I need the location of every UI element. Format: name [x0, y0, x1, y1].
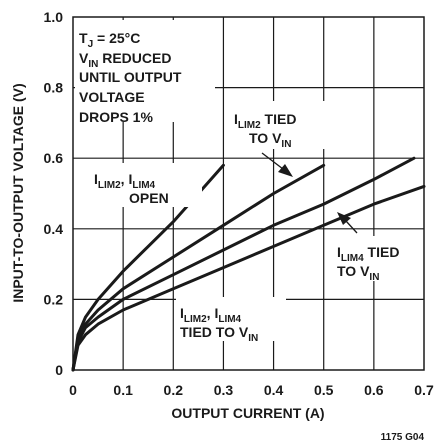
series-line-2 — [71, 163, 326, 372]
x-tick-label: 0.4 — [264, 382, 284, 398]
y-tick-label: 0.6 — [44, 150, 64, 166]
series-line-3 — [71, 156, 416, 372]
both-label-line-2: TIED TO VIN — [180, 324, 258, 344]
x-axis-label: OUTPUT CURRENT (A) — [171, 405, 324, 421]
conditions-line-4: VOLTAGE — [79, 89, 145, 105]
figure-code: 1175 G04 — [381, 432, 425, 443]
y-axis-label: INPUT-TO-OUTPUT VOLTAGE (V) — [10, 83, 26, 302]
x-tick-label: 0.6 — [364, 382, 384, 398]
x-tick-label: 0.5 — [314, 382, 334, 398]
plot-frame — [72, 16, 425, 371]
both-label-background — [176, 297, 286, 341]
x-tick-label: 0.3 — [214, 382, 234, 398]
y-tick-label: 1.0 — [44, 9, 64, 25]
y-tick-label: 0 — [55, 362, 63, 378]
conditions-line-5: DROPS 1% — [79, 109, 153, 125]
y-tick-label: 0.4 — [44, 221, 64, 237]
ilim4-label-line-2: TO VIN — [337, 263, 379, 283]
conditions-label-background — [75, 20, 215, 122]
x-tick-label: 0 — [69, 382, 77, 398]
conditions-line-3: UNTIL OUTPUT — [79, 69, 182, 85]
ilim4-label-background — [333, 236, 421, 281]
x-tick-label: 0.7 — [414, 382, 434, 398]
conditions-line-2: VIN REDUCED — [79, 50, 171, 70]
ilim4-arrow — [337, 212, 358, 234]
open-label-line-2: OPEN — [129, 190, 169, 206]
ilim2-label-line-2: TO VIN — [249, 130, 291, 150]
tick-labels: 0 0.1 0.2 0.3 0.4 0.5 0.6 0.7 0 0.2 0.4 0.6 0.8 1.0 — [44, 9, 434, 398]
ilim2-label-background — [230, 101, 330, 149]
ilim2-arrow — [261, 152, 293, 177]
y-tick-label: 0.2 — [44, 291, 64, 307]
x-tick-label: 0.2 — [164, 382, 184, 398]
open-label-background — [90, 163, 202, 207]
conditions-line-1: TJ = 25°C — [79, 30, 140, 50]
y-tick-label: 0.8 — [44, 80, 64, 96]
x-tick-label: 0.1 — [113, 382, 133, 398]
